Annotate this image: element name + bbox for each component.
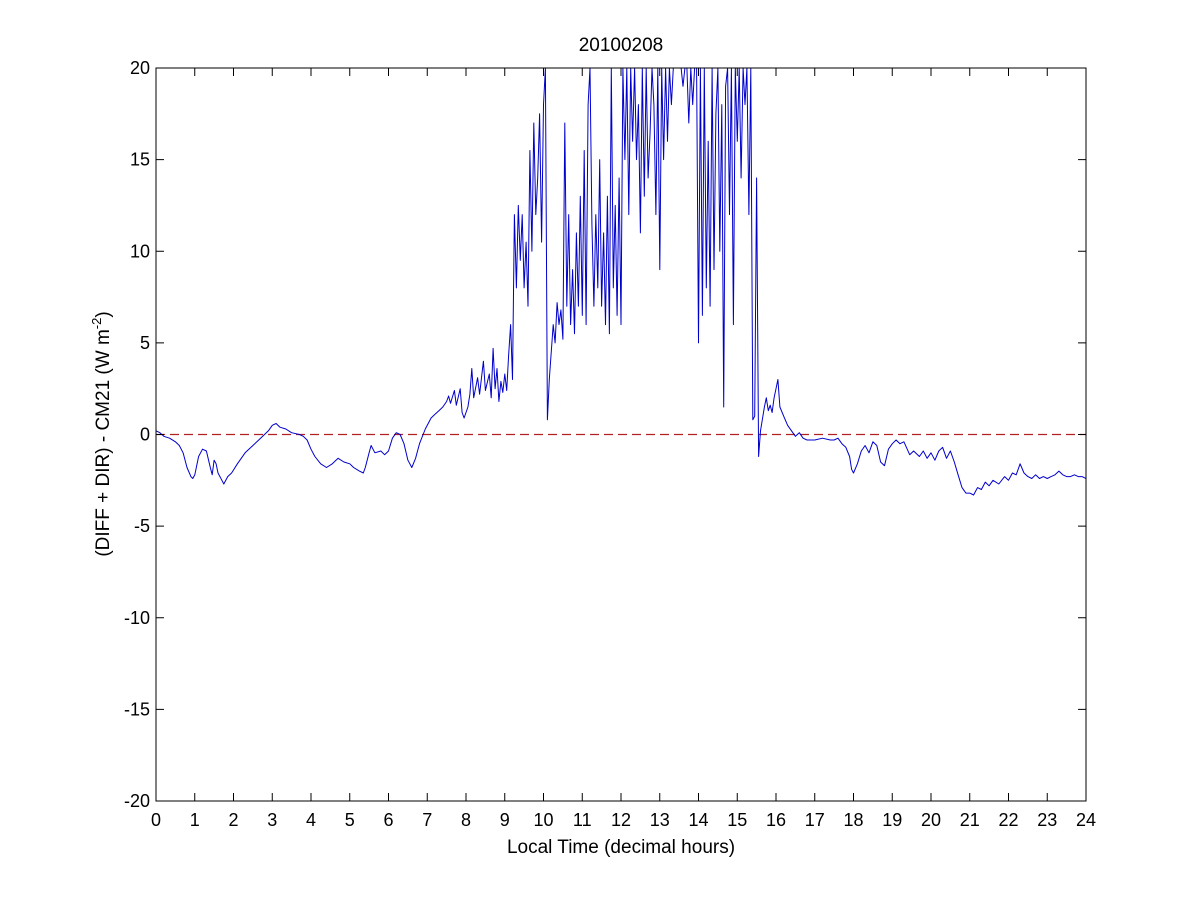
x-tick-label-16: 16 <box>766 810 786 830</box>
x-tick-label-12: 12 <box>611 810 631 830</box>
y-axis-label-superscript: -2 <box>89 318 104 330</box>
y-axis-label: (DIFF + DIR) - CM21 (W m-2) <box>89 311 114 556</box>
x-tick-label-6: 6 <box>383 810 393 830</box>
y-tick-label-2: -10 <box>124 608 150 628</box>
x-tick-label-4: 4 <box>306 810 316 830</box>
x-tick-label-20: 20 <box>921 810 941 830</box>
x-tick-label-2: 2 <box>228 810 238 830</box>
y-tick-label-1: -15 <box>124 699 150 719</box>
x-tick-label-23: 23 <box>1037 810 1057 830</box>
y-tick-label-8: 20 <box>130 58 150 78</box>
x-tick-label-10: 10 <box>533 810 553 830</box>
x-tick-label-0: 0 <box>151 810 161 830</box>
series-layer <box>156 68 1086 496</box>
y-tick-label-3: -5 <box>134 516 150 536</box>
x-axis-label: Local Time (decimal hours) <box>507 837 735 858</box>
x-tick-label-13: 13 <box>650 810 670 830</box>
x-tick-label-9: 9 <box>500 810 510 830</box>
y-axis-label-main: (DIFF + DIR) - CM21 (W m <box>93 329 114 556</box>
x-axis: 0 1 2 3 4 5 6 7 8 9 10 11 12 13 14 15 16 17 18 19 20 21 22 23 24 <box>151 68 1096 830</box>
x-tick-label-19: 19 <box>882 810 902 830</box>
x-tick-label-7: 7 <box>422 810 432 830</box>
x-tick-label-3: 3 <box>267 810 277 830</box>
x-tick-label-8: 8 <box>461 810 471 830</box>
x-tick-label-15: 15 <box>727 810 747 830</box>
x-tick-label-24: 24 <box>1076 810 1096 830</box>
y-axis-label-close: ) <box>93 311 114 317</box>
y-tick-label-0: -20 <box>124 791 150 811</box>
x-tick-label-11: 11 <box>573 810 592 830</box>
y-tick-label-6: 10 <box>130 241 150 261</box>
x-tick-label-21: 21 <box>960 810 980 830</box>
x-tick-label-18: 18 <box>843 810 863 830</box>
x-tick-label-14: 14 <box>688 810 708 830</box>
x-tick-label-5: 5 <box>345 810 355 830</box>
chart-title: 20100208 <box>579 35 664 56</box>
x-tick-label-1: 1 <box>190 810 200 830</box>
series-line-0 <box>156 68 1086 496</box>
x-tick-label-22: 22 <box>998 810 1018 830</box>
y-tick-label-4: 0 <box>140 425 150 445</box>
y-tick-label-7: 15 <box>130 150 150 170</box>
y-tick-label-5: 5 <box>140 333 150 353</box>
x-tick-label-17: 17 <box>805 810 825 830</box>
y-axis: -20 -15 -10 -5 0 5 10 15 20 <box>124 58 1086 811</box>
